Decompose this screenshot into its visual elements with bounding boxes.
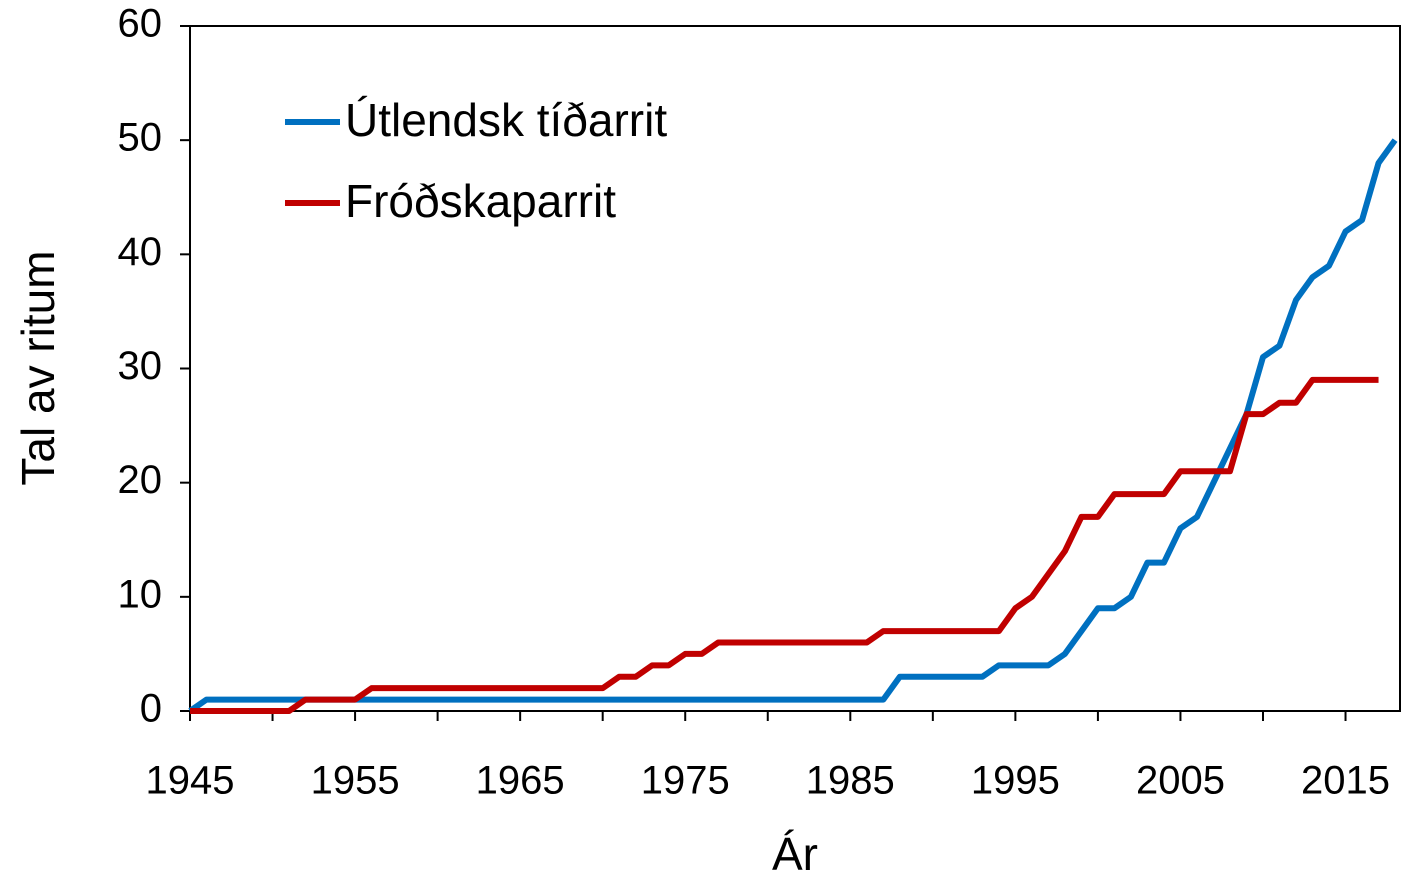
y-tick-label: 60 — [118, 2, 163, 46]
x-tick-label: 1965 — [476, 759, 565, 803]
y-tick-label: 50 — [118, 116, 163, 160]
y-tick-label: 40 — [118, 230, 163, 274]
series-line — [188, 138, 1398, 714]
x-tick-label: 1945 — [146, 759, 235, 803]
x-tick-label: 1985 — [806, 759, 895, 803]
x-axis-title: Ár — [772, 828, 818, 880]
legend-label: Útlendsk tíðarrit — [345, 94, 667, 146]
x-tick-label: 1955 — [311, 759, 400, 803]
x-tick-label: 1975 — [641, 759, 730, 803]
y-tick-label: 10 — [118, 572, 163, 616]
x-tick-label: 2005 — [1136, 759, 1225, 803]
y-tick-label: 20 — [118, 458, 163, 502]
y-axis-title: Tal av ritum — [12, 250, 64, 485]
y-tick-label: 30 — [118, 344, 163, 388]
series-line — [190, 376, 1379, 714]
x-tick-label: 1995 — [971, 759, 1060, 803]
legend-label: Fróðskaparrit — [345, 175, 616, 227]
x-tick-label: 2015 — [1301, 759, 1390, 803]
y-tick-label: 0 — [140, 687, 162, 731]
